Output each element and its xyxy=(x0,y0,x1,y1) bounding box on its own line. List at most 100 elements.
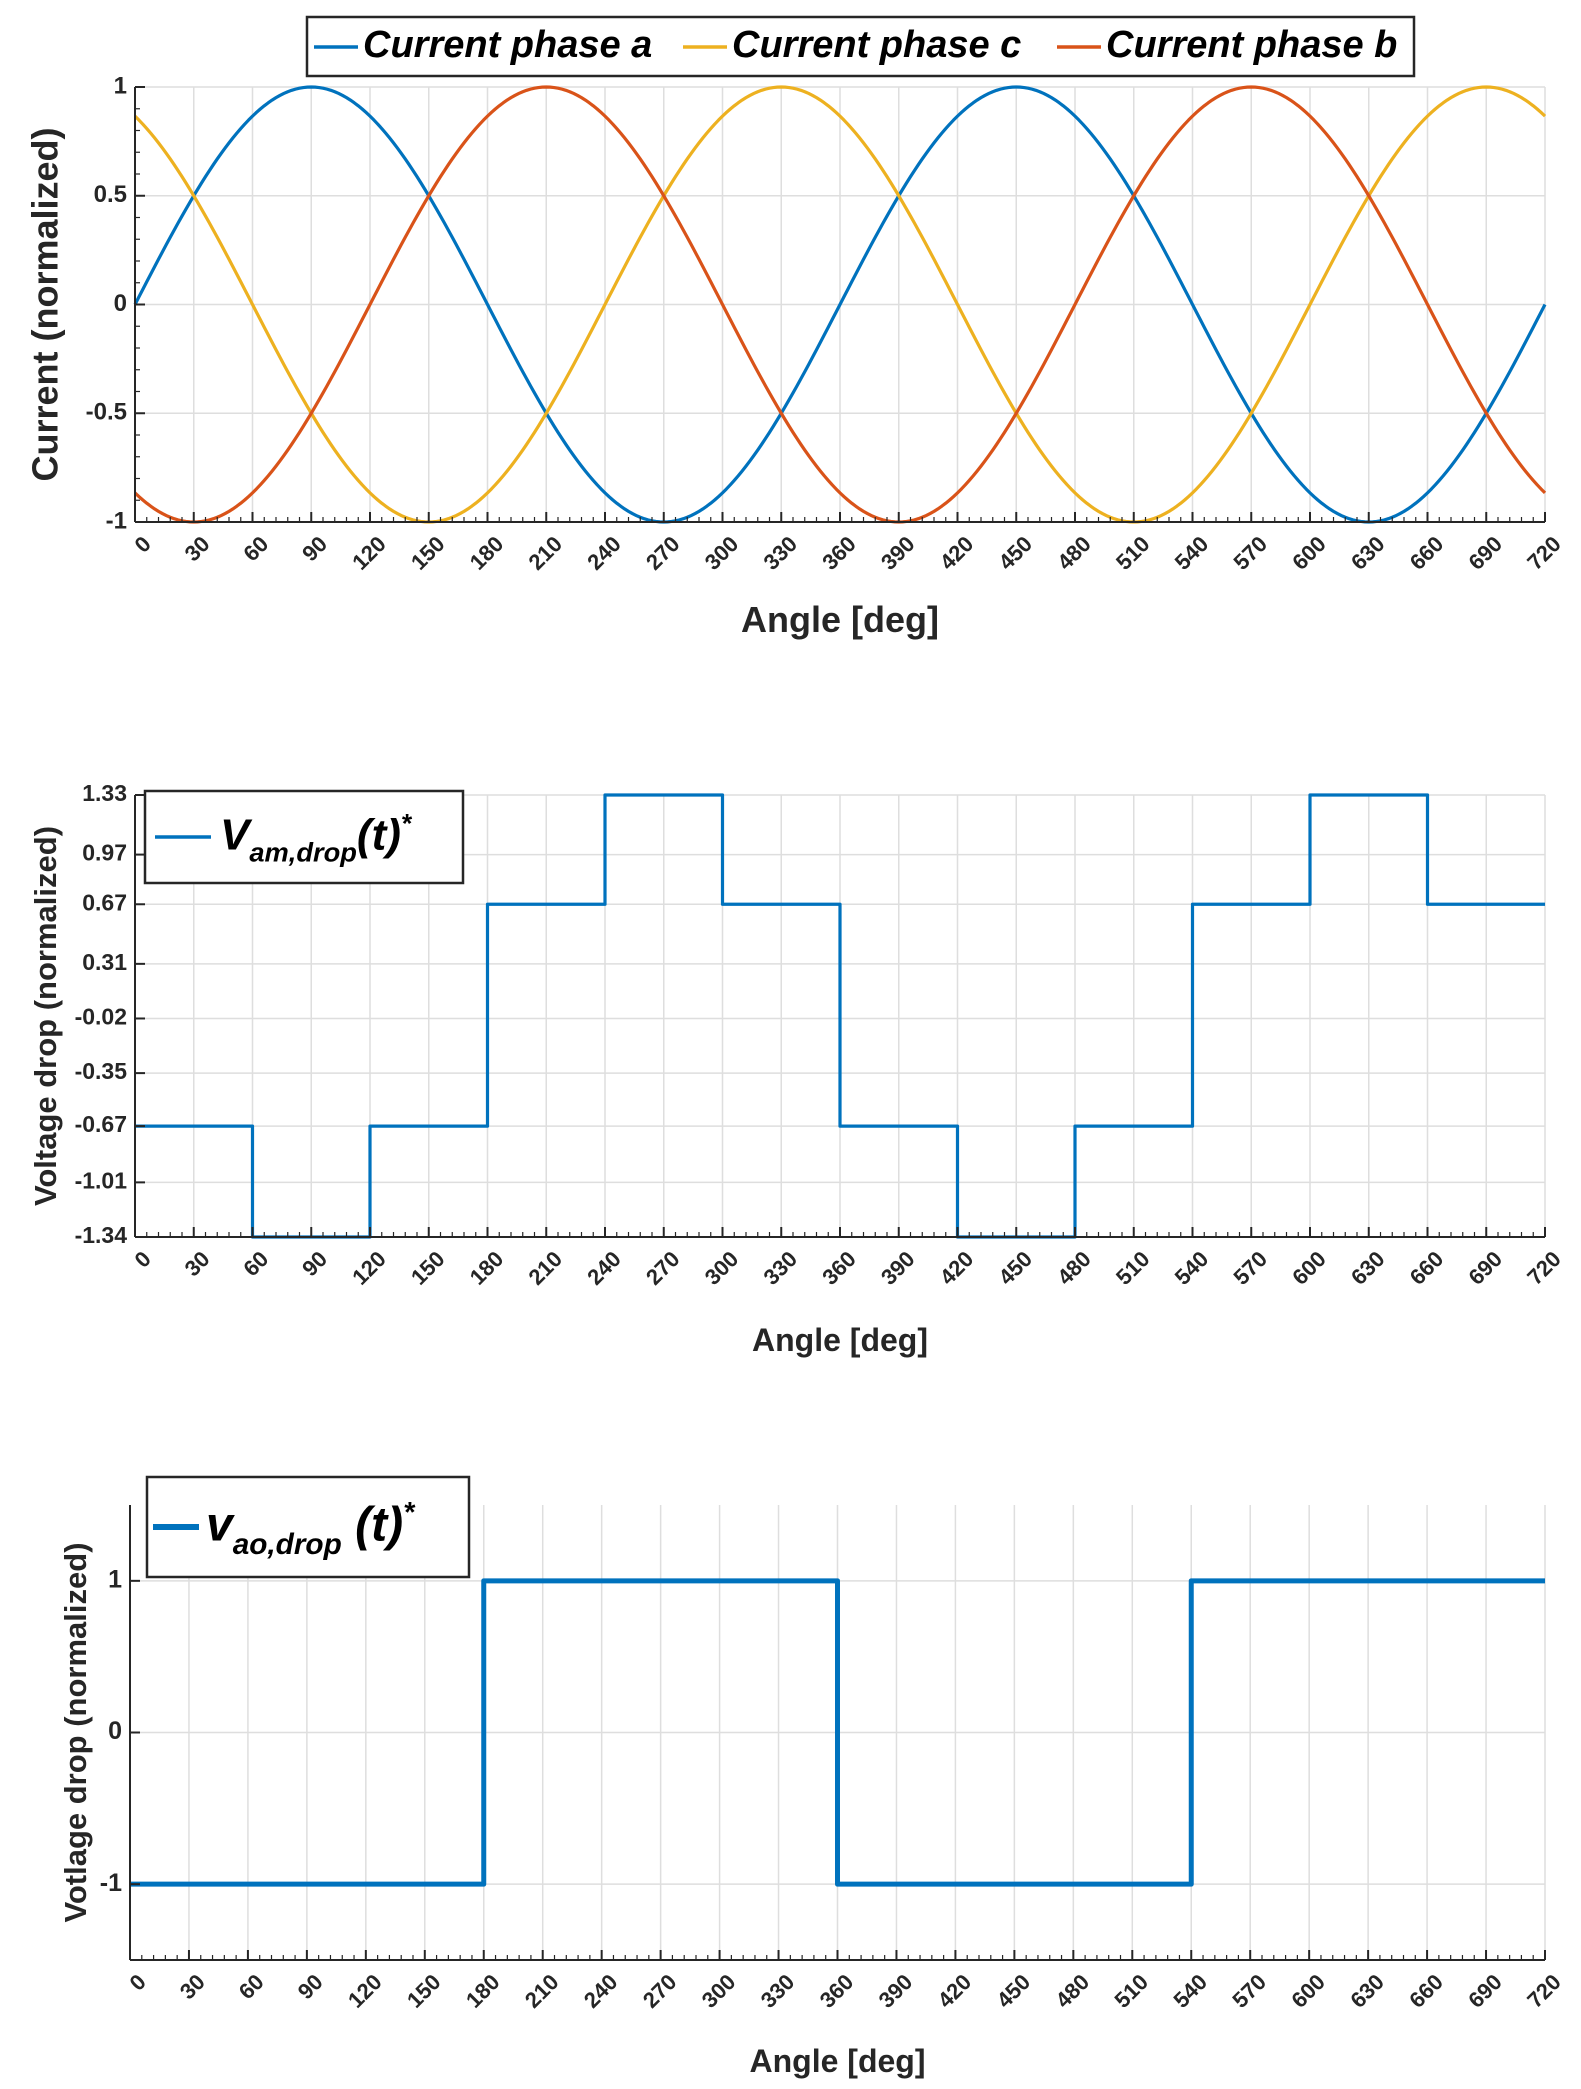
legend: Current phase a Current phase c Current ph… xyxy=(305,15,1416,78)
x-tick-label: 30 xyxy=(180,531,215,566)
chart-2: 0 30 60 90 120 150 180 210 240 270 300 330 360 390 420… xyxy=(28,780,1566,1358)
x-tick-label: 540 xyxy=(1170,531,1214,575)
x-tick-label: 540 xyxy=(1168,1969,1212,2013)
x-tick-label: 450 xyxy=(993,531,1037,575)
y-tick-label: 0 xyxy=(114,290,127,317)
x-tick-label: 300 xyxy=(700,531,744,575)
y-tick-label: -0.5 xyxy=(86,399,127,426)
x-tick-label: 600 xyxy=(1287,531,1331,575)
x-tick-label: 360 xyxy=(815,1969,859,2013)
x-tick-label: 480 xyxy=(1052,531,1096,575)
x-tick-label: 0 xyxy=(130,531,156,557)
x-tick-label: 60 xyxy=(234,1969,269,2004)
x-tick-label: 0 xyxy=(130,1246,156,1272)
y-axis-title: Votlage drop (normalized) xyxy=(58,1542,93,1922)
y-tick-label: -0.35 xyxy=(75,1058,128,1084)
y-tick-label: 0.5 xyxy=(94,181,127,208)
series-line-2 xyxy=(133,85,1547,524)
x-tick-label: 210 xyxy=(520,1969,564,2013)
x-tick-label: 270 xyxy=(641,1246,685,1290)
x-tick-label: 450 xyxy=(992,1969,1036,2013)
y-tick-label: 0 xyxy=(108,1717,122,1745)
x-tick-label: 630 xyxy=(1345,1969,1389,2013)
series-line-1 xyxy=(133,85,1547,524)
x-tick-label: 540 xyxy=(1170,1246,1214,1290)
x-tick-label: 420 xyxy=(935,531,979,575)
x-tick-label: 510 xyxy=(1109,1969,1153,2013)
y-tick-label: 0.31 xyxy=(82,949,127,975)
x-tick-label: 690 xyxy=(1463,1246,1507,1290)
x-tick-label: 630 xyxy=(1346,531,1390,575)
y-tick-label: 0.97 xyxy=(82,840,127,866)
x-tick-label: 600 xyxy=(1286,1969,1330,2013)
x-tick-label: 30 xyxy=(180,1246,215,1281)
y-tick-label: -0.02 xyxy=(75,1004,127,1030)
chart-1: 0 30 60 90 120 150 180 210 240 270 300 330 360 390 420… xyxy=(25,15,1566,640)
x-tick-label: 180 xyxy=(461,1969,505,2013)
legend: vao,drop (t)* xyxy=(145,1475,471,1579)
x-tick-label: 0 xyxy=(125,1969,151,1995)
x-tick-label: 690 xyxy=(1463,1969,1507,2013)
x-tick-label: 330 xyxy=(758,1246,802,1290)
legend-label-1: Current phase a xyxy=(363,24,652,66)
x-tick-label: 570 xyxy=(1228,531,1272,575)
x-tick-label: 720 xyxy=(1522,1246,1566,1290)
x-tick-label: 480 xyxy=(1051,1969,1095,2013)
x-tick-label: 390 xyxy=(876,531,920,575)
x-tick-label: 30 xyxy=(175,1969,210,2004)
x-tick-label: 300 xyxy=(700,1246,744,1290)
x-tick-label: 330 xyxy=(758,531,802,575)
x-tick-label: 150 xyxy=(406,1246,450,1290)
x-tick-label: 660 xyxy=(1405,1246,1449,1290)
series-line-1 xyxy=(135,793,1545,1239)
x-tick-label: 660 xyxy=(1405,531,1449,575)
x-tick-label: 210 xyxy=(523,531,567,575)
x-tick-label: 300 xyxy=(697,1969,741,2013)
legend: Vam,drop(t)* xyxy=(143,789,465,885)
x-tick-label: 270 xyxy=(641,531,685,575)
x-axis-title: Angle [deg] xyxy=(752,1322,928,1358)
x-tick-label: 510 xyxy=(1111,531,1155,575)
x-tick-label: 660 xyxy=(1404,1969,1448,2013)
x-tick-label: 150 xyxy=(402,1969,446,2013)
x-tick-label: 120 xyxy=(347,1246,391,1290)
y-tick-label: 0.67 xyxy=(82,889,127,915)
y-tick-label: -1 xyxy=(100,1869,122,1897)
x-tick-label: 270 xyxy=(638,1969,682,2013)
x-tick-label: 360 xyxy=(817,1246,861,1290)
legend-label-1: vao,drop (t)* xyxy=(206,1497,416,1561)
y-tick-label: 1.33 xyxy=(82,780,127,806)
x-tick-label: 240 xyxy=(579,1969,623,2013)
x-tick-label: 570 xyxy=(1227,1969,1271,2013)
x-tick-label: 180 xyxy=(465,1246,509,1290)
x-tick-label: 420 xyxy=(935,1246,979,1290)
x-tick-label: 600 xyxy=(1287,1246,1331,1290)
x-tick-label: 120 xyxy=(347,531,391,575)
x-tick-label: 330 xyxy=(756,1969,800,2013)
x-tick-label: 90 xyxy=(297,531,332,566)
x-tick-label: 120 xyxy=(343,1969,387,2013)
y-axis-title: Current (normalized) xyxy=(25,127,66,481)
legend-label-3: Current phase b xyxy=(1106,24,1397,66)
y-tick-label: 1 xyxy=(108,1565,122,1593)
x-tick-label: 390 xyxy=(876,1246,920,1290)
legend-label-1: Vam,drop(t)* xyxy=(220,809,413,868)
x-tick-label: 180 xyxy=(465,531,509,575)
x-tick-label: 240 xyxy=(582,1246,626,1290)
chart-3: 0 30 60 90 120 150 180 210 240 270 300 330 360 390 420… xyxy=(58,1475,1566,2079)
y-tick-label: -1.34 xyxy=(75,1222,128,1248)
x-tick-label: 630 xyxy=(1346,1246,1390,1290)
x-tick-label: 450 xyxy=(993,1246,1037,1290)
x-tick-label: 480 xyxy=(1052,1246,1096,1290)
x-tick-label: 240 xyxy=(582,531,626,575)
y-tick-label: -1 xyxy=(106,507,127,534)
x-tick-label: 60 xyxy=(238,1246,273,1281)
series-line-3 xyxy=(133,85,1547,524)
x-tick-label: 420 xyxy=(933,1969,977,2013)
x-tick-label: 60 xyxy=(238,531,273,566)
y-axis-title: Voltage drop (normalized) xyxy=(28,826,63,1206)
x-axis-title: Angle [deg] xyxy=(750,2043,926,2079)
legend-label-2: Current phase c xyxy=(732,24,1021,66)
y-tick-label: -0.67 xyxy=(75,1111,127,1137)
x-axis-title: Angle [deg] xyxy=(741,599,939,640)
